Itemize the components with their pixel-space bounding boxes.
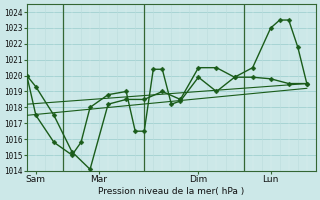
X-axis label: Pression niveau de la mer( hPa ): Pression niveau de la mer( hPa ) <box>98 187 244 196</box>
